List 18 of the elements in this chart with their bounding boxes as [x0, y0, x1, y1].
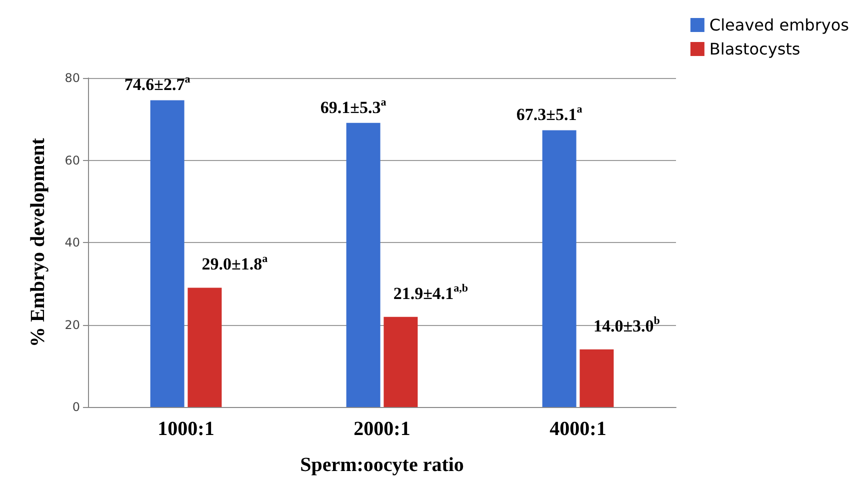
- x-axis-title: Sperm:oocyte ratio: [300, 454, 464, 476]
- legend-label: Blastocysts: [709, 40, 800, 58]
- y-tick-label: 60: [64, 153, 80, 168]
- y-tick-label: 80: [64, 71, 80, 85]
- bar: [384, 316, 418, 407]
- x-tick-label: 1000:1: [158, 418, 214, 440]
- legend-label: Cleaved embryos: [709, 16, 849, 34]
- bar: [188, 288, 222, 407]
- bar: [580, 349, 614, 407]
- bar: [346, 122, 380, 407]
- y-axis-title: % Embryo development: [27, 138, 49, 347]
- x-tick-label: 2000:1: [354, 418, 410, 440]
- x-tick-label: 4000:1: [550, 418, 606, 440]
- y-tick-label: 0: [72, 400, 80, 414]
- y-tick-label: 20: [64, 318, 80, 332]
- bar: [542, 130, 576, 407]
- bar: [150, 100, 184, 407]
- y-tick-label: 40: [64, 236, 80, 250]
